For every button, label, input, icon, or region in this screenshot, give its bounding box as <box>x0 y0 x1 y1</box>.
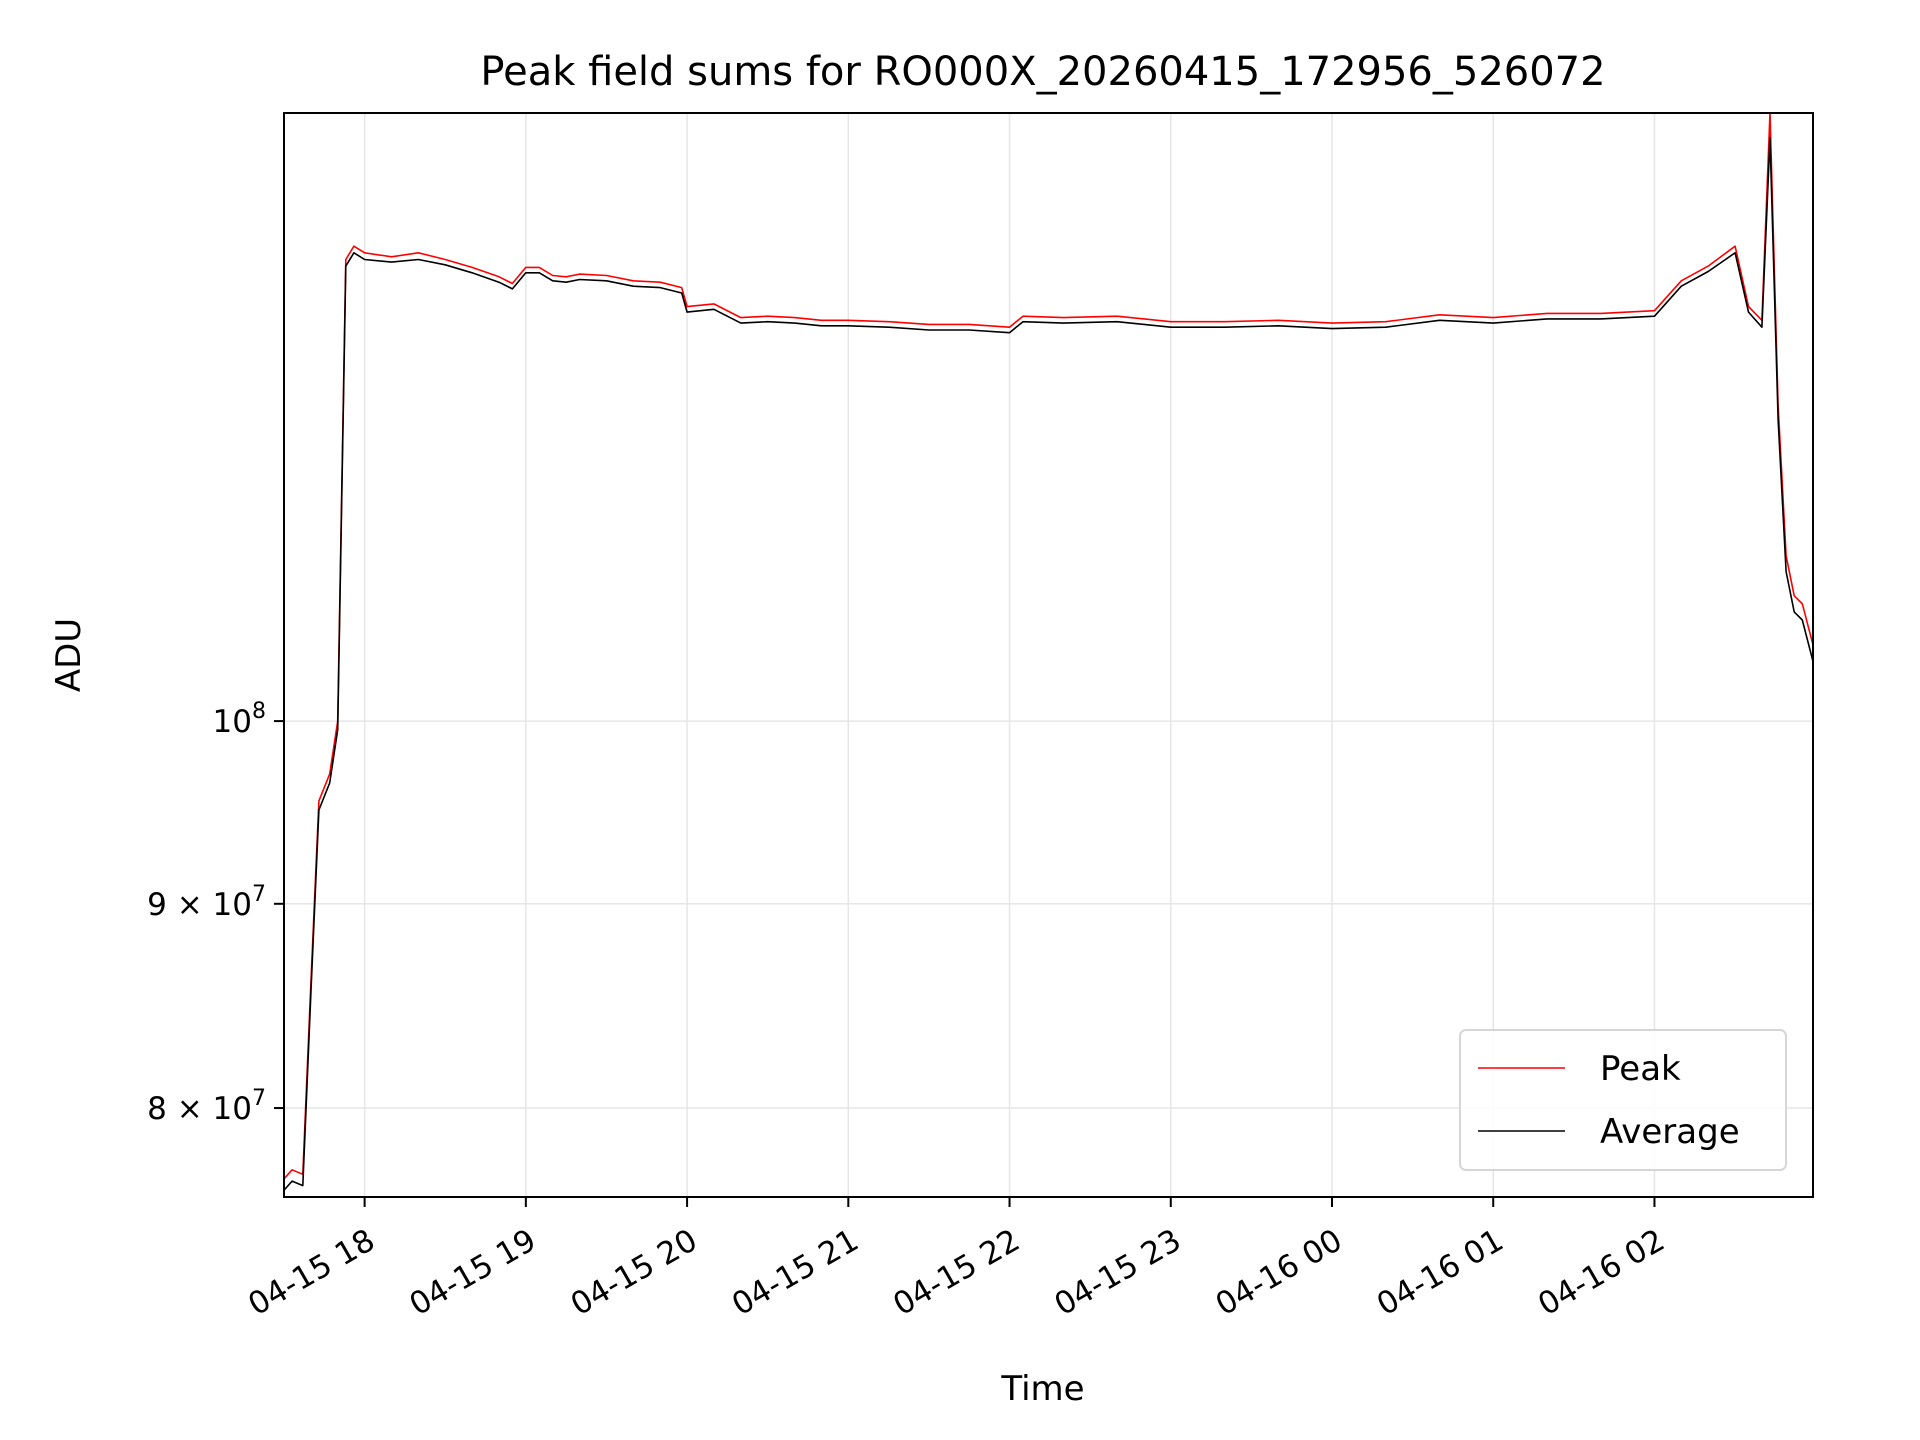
legend-label-peak: Peak <box>1600 1049 1681 1089</box>
y-tick-label: 108 <box>213 699 266 740</box>
plot-area <box>283 112 1814 1198</box>
y-tick-label: 8 × 107 <box>147 1086 266 1127</box>
legend: Peak Average <box>1459 1029 1787 1171</box>
chart-title: Peak field sums for RO000X_20260415_1729… <box>480 49 1605 95</box>
legend-box <box>1459 1029 1787 1171</box>
x-axis-label: Time <box>1000 1369 1084 1409</box>
series-line-peak <box>284 113 1813 1180</box>
series-layer <box>284 113 1813 1191</box>
y-axis-label: ADU <box>49 618 89 692</box>
legend-label-average: Average <box>1600 1112 1740 1152</box>
series-line-average <box>284 136 1813 1191</box>
y-axis: 8 × 107 9 × 107 108 <box>147 699 284 1127</box>
y-tick-label: 9 × 107 <box>147 882 266 923</box>
